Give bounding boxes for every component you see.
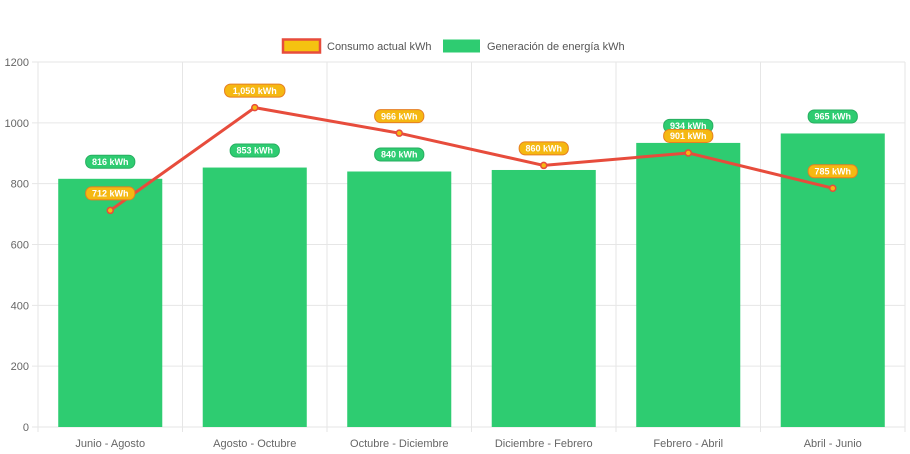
legend-item-generacion[interactable]: Generación de energía kWh <box>443 39 625 54</box>
x-axis-ticks: Junio - Agosto Agosto - Octubre Octubre - … <box>75 438 861 450</box>
legend-item-consumo[interactable]: Consumo actual kWh <box>281 38 432 54</box>
line-series <box>106 103 837 215</box>
bar-generacion[interactable] <box>58 178 163 427</box>
line-value-label-bg <box>807 164 858 179</box>
x-tick-label: Abril - Junio <box>804 438 862 450</box>
line-value-label-bg <box>518 141 569 156</box>
bar-generacion[interactable] <box>491 169 596 427</box>
line-value-label: 860 kWh <box>525 144 562 154</box>
bar-generacion[interactable] <box>347 171 452 428</box>
y-tick-label: 1000 <box>5 118 29 130</box>
point-consumo[interactable] <box>829 184 837 192</box>
x-tick-label: Febrero - Abril <box>653 438 723 450</box>
bar-value-label-bg <box>85 154 136 169</box>
line-value-label-bg <box>224 83 286 98</box>
line-consumo <box>109 106 834 212</box>
data-labels: 816 kWh 853 kWh 840 kWh 934 kWh 965 kWh 712 k… <box>85 83 858 201</box>
y-tick-label: 800 <box>11 179 29 191</box>
line-value-label-bg <box>374 109 425 124</box>
x-tick-label: Octubre - Diciembre <box>350 438 448 450</box>
bar-value-label: 965 kWh <box>814 112 851 122</box>
point-consumo[interactable] <box>251 103 259 112</box>
bar-value-label: 934 kWh <box>670 121 707 131</box>
line-value-label-bg <box>663 128 714 143</box>
bar-value-label-bg <box>807 109 858 124</box>
y-tick-label: 200 <box>11 361 29 373</box>
bar-generacion[interactable] <box>202 167 307 427</box>
y-axis-ticks: 0 200 400 600 800 1000 1200 <box>5 57 29 434</box>
point-consumo[interactable] <box>395 129 403 137</box>
bar-value-label: 853 kWh <box>236 146 273 156</box>
x-tick-label: Agosto - Octubre <box>213 438 296 450</box>
legend-swatch-consumo <box>281 38 322 54</box>
line-value-label: 712 kWh <box>92 189 129 199</box>
line-value-label-bg <box>85 186 136 201</box>
line-value-label: 785 kWh <box>814 166 851 176</box>
bar-generacion[interactable] <box>780 133 885 427</box>
y-tick-label: 600 <box>11 240 29 252</box>
bar-value-label-bg <box>374 147 425 162</box>
point-consumo[interactable] <box>684 149 692 157</box>
bar-value-label-bg <box>229 143 280 158</box>
bar-value-label: 840 kWh <box>381 150 418 160</box>
bar-value-label: 816 kWh <box>92 157 129 167</box>
line-value-label: 1,050 kWh <box>233 86 277 96</box>
point-consumo[interactable] <box>106 206 114 215</box>
legend-label-consumo: Consumo actual kWh <box>327 41 432 53</box>
x-tick-label: Diciembre - Febrero <box>495 438 593 450</box>
line-value-label: 966 kWh <box>381 111 418 121</box>
y-tick-label: 0 <box>23 422 29 434</box>
line-value-label: 901 kWh <box>670 131 707 141</box>
bar-generacion[interactable] <box>636 142 741 428</box>
legend-label-generacion: Generación de energía kWh <box>487 41 625 53</box>
legend-swatch-generacion <box>443 39 480 53</box>
point-consumo[interactable] <box>540 161 548 170</box>
bar-series <box>58 133 885 428</box>
legend[interactable]: Consumo actual kWh Generación de energía… <box>281 38 625 54</box>
x-tick-label: Junio - Agosto <box>75 438 145 450</box>
y-tick-label: 1200 <box>5 57 29 69</box>
grid-lines <box>32 61 906 432</box>
y-tick-label: 400 <box>11 300 29 312</box>
